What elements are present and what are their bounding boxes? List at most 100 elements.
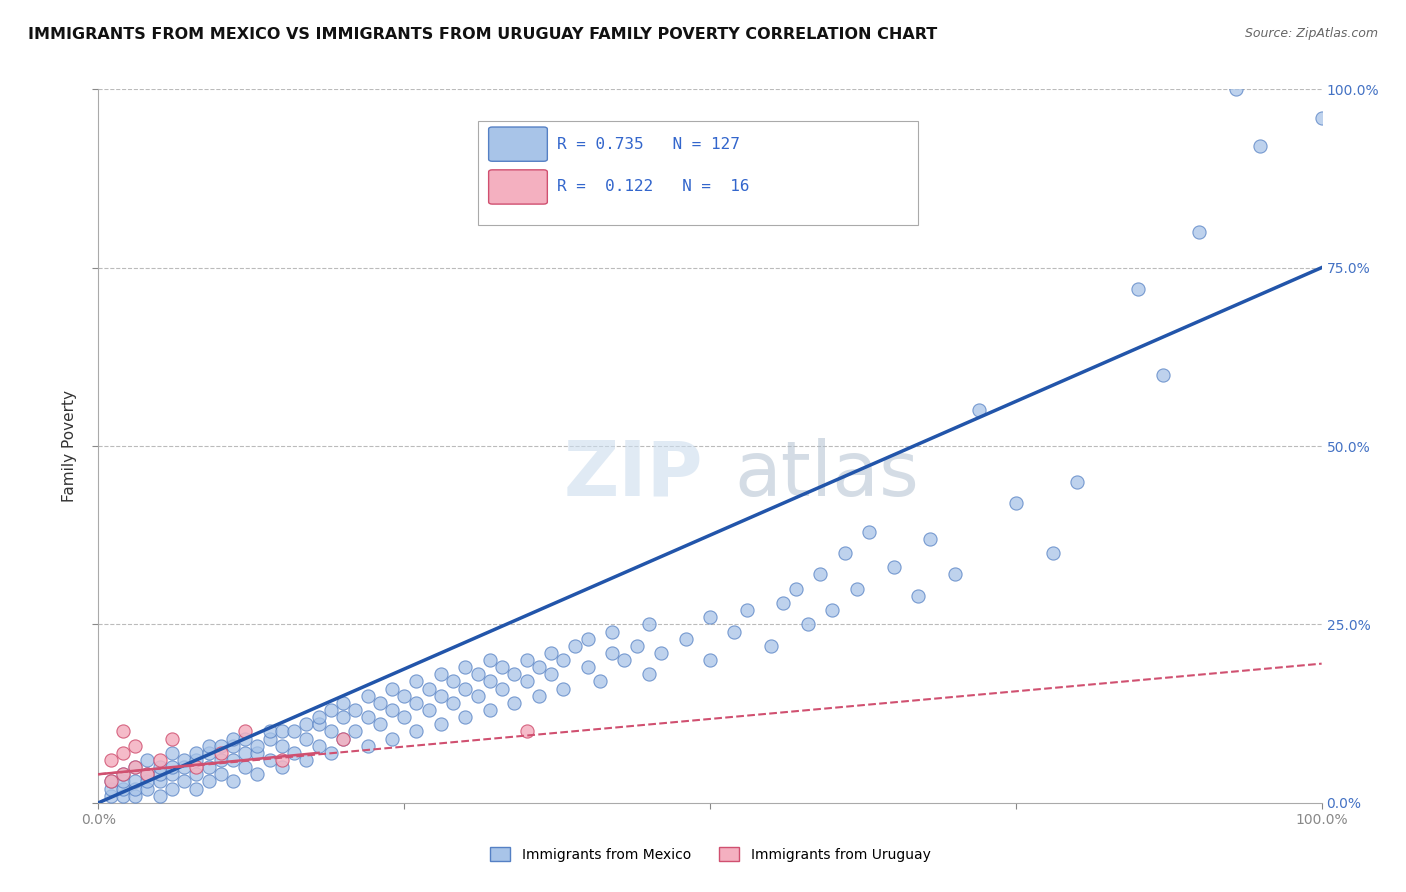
Text: atlas: atlas [734, 438, 920, 511]
Point [454, 681, 477, 696]
Point [699, 610, 721, 624]
Point [173, 753, 195, 767]
Point [576, 660, 599, 674]
Point [723, 624, 745, 639]
Point [246, 767, 269, 781]
Point [381, 681, 404, 696]
Point [100, 789, 122, 803]
Point [111, 774, 134, 789]
Point [613, 653, 636, 667]
Point [381, 731, 404, 746]
Point [111, 746, 134, 760]
Point [675, 632, 697, 646]
Point [160, 781, 183, 796]
Point [699, 653, 721, 667]
Point [1128, 282, 1150, 296]
Point [772, 596, 794, 610]
Point [259, 724, 281, 739]
Point [173, 774, 195, 789]
Point [1310, 111, 1333, 125]
Point [111, 767, 134, 781]
Point [295, 717, 318, 731]
Point [491, 681, 513, 696]
Point [515, 653, 537, 667]
Point [124, 760, 146, 774]
Point [186, 760, 208, 774]
Point [883, 560, 905, 574]
Point [405, 724, 427, 739]
Point [246, 746, 269, 760]
Point [259, 731, 281, 746]
Point [735, 603, 758, 617]
Point [100, 781, 122, 796]
Point [233, 746, 256, 760]
Point [332, 696, 354, 710]
Point [589, 674, 612, 689]
Text: ZIP: ZIP [564, 438, 703, 511]
Point [149, 789, 172, 803]
Point [553, 653, 575, 667]
Point [149, 753, 172, 767]
Point [467, 689, 489, 703]
Point [405, 696, 427, 710]
Point [920, 532, 942, 546]
Point [540, 646, 562, 660]
Point [186, 767, 208, 781]
Point [270, 753, 294, 767]
Point [405, 674, 427, 689]
Point [454, 710, 477, 724]
Point [540, 667, 562, 681]
Point [1042, 546, 1064, 560]
Point [430, 717, 453, 731]
Point [111, 781, 134, 796]
Point [222, 753, 245, 767]
Point [111, 767, 134, 781]
Point [418, 681, 440, 696]
FancyBboxPatch shape [489, 169, 547, 204]
Point [344, 703, 367, 717]
Point [246, 739, 269, 753]
Point [332, 731, 354, 746]
Point [160, 767, 183, 781]
Point [907, 589, 929, 603]
Point [564, 639, 586, 653]
Point [209, 753, 232, 767]
Point [319, 746, 342, 760]
Point [441, 674, 464, 689]
Point [149, 774, 172, 789]
Point [467, 667, 489, 681]
Point [222, 774, 245, 789]
Point [124, 739, 146, 753]
Point [1249, 139, 1271, 153]
Point [392, 710, 416, 724]
Point [430, 689, 453, 703]
Point [197, 746, 219, 760]
Point [149, 767, 172, 781]
FancyBboxPatch shape [478, 121, 918, 225]
Point [368, 717, 391, 731]
Text: R = 0.735   N = 127: R = 0.735 N = 127 [557, 136, 740, 152]
Point [845, 582, 868, 596]
Point [136, 774, 159, 789]
Point [478, 703, 501, 717]
Point [222, 739, 245, 753]
Point [270, 760, 294, 774]
Point [295, 753, 318, 767]
Point [308, 710, 330, 724]
Point [943, 567, 966, 582]
Point [344, 724, 367, 739]
Point [785, 582, 807, 596]
Point [100, 753, 122, 767]
Point [600, 646, 623, 660]
Point [136, 753, 159, 767]
Point [233, 760, 256, 774]
Point [308, 739, 330, 753]
Point [197, 774, 219, 789]
Y-axis label: Family Poverty: Family Poverty [62, 390, 77, 502]
Point [295, 731, 318, 746]
Point [124, 789, 146, 803]
Point [136, 767, 159, 781]
Point [1188, 225, 1211, 239]
Point [209, 767, 232, 781]
Point [111, 789, 134, 803]
